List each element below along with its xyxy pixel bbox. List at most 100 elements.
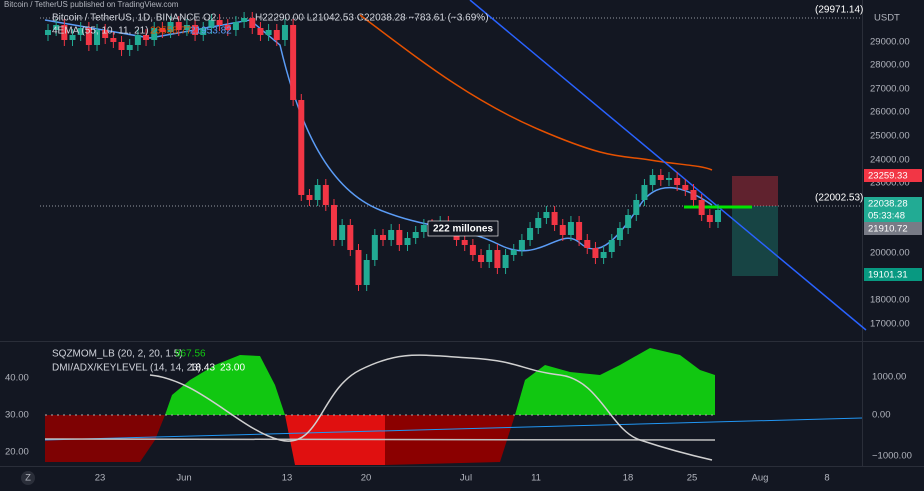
candle-body [551,212,558,225]
price-tag [864,209,922,222]
candle-body [175,22,182,30]
candle-body [404,238,411,245]
keylevel-line [44,417,863,441]
candle-body [159,28,166,32]
momentum-green [515,348,715,415]
label: 05:33:48 [868,211,905,222]
candle-body [167,22,174,32]
candle-body [290,25,297,100]
candle-body [510,250,517,255]
label: 23000.00 [870,178,910,189]
label: 18000.00 [870,295,910,306]
candle-body [706,215,713,222]
candle-body [592,248,599,258]
candle-body [134,35,141,45]
candle-body [110,38,117,42]
candle-body [420,225,427,232]
label: Jun [176,473,191,484]
candle-body [216,20,223,25]
candle-body [45,30,51,35]
candle-body [339,225,346,240]
candle-body [665,178,672,180]
label: 20.00 [5,447,29,458]
candle-body [535,218,542,228]
label: 27000.00 [870,84,910,95]
candle-body [518,240,525,250]
trend-line [469,0,867,331]
label: 23259.33 [868,171,908,182]
label: Bitcoin / TetherUS published on TradingV… [4,0,179,9]
label: 25000.00 [870,131,910,142]
dmi-line [44,438,716,441]
candle-body [306,195,313,200]
candle-body [559,225,566,235]
label: 28000.00 [870,60,910,71]
candle-body [576,222,583,240]
corner-button [21,471,35,485]
candle-body [657,175,664,180]
label: 30.00 [5,410,29,421]
reward-zone [732,206,778,276]
label: 24000.00 [870,155,910,166]
candle-body [118,42,125,50]
candle-body [69,35,76,40]
candle-body [674,178,681,185]
candle-body [715,210,721,222]
label: Bitcoin / TetherUS, 1D, BINANCE O2 [52,13,217,24]
label: DMI/ADX/KEYLEVEL (14, 14, 23) [52,363,201,374]
candle-body [330,205,337,240]
label: 21953.82 [190,26,232,37]
candle-body [77,28,84,35]
label: 20 [361,473,372,484]
candle-body [486,250,493,262]
candle-body [494,250,501,268]
candle-body [94,30,101,45]
label: 26000.00 [870,107,910,118]
label: Z [25,473,31,484]
label: 19101.31 [868,270,908,281]
candle-body [192,25,199,35]
candle-body [682,185,689,190]
candle-body [314,185,321,200]
ema-blue [44,19,713,252]
label: −1000.00 [872,451,912,462]
price-tag [864,268,922,281]
adx-line [149,354,713,461]
candle-body [412,232,419,238]
label: 1000.00 [872,372,906,383]
label: 23.00 [220,363,245,374]
annotation-box [427,220,499,237]
candle-body [143,35,150,40]
candle-body [698,200,705,215]
candle-body [355,250,362,285]
label: 22038.28 [868,199,908,210]
candle-body [126,45,133,50]
candle-body [200,28,207,35]
label: (29971.14) [815,5,863,16]
label: 25 [687,473,698,484]
candle-body [502,255,509,268]
label: H22290.00 L21042.53 C22038.28 −783.61 (−… [255,13,489,24]
candle-body [363,260,370,285]
candle-body [371,235,378,260]
candle-body [265,30,272,35]
candle-body [380,235,386,240]
candle-body [183,25,190,30]
label: 23558.77 [150,26,192,37]
candle-body [151,28,158,40]
candle-body [224,25,231,30]
price-tag [864,169,922,182]
candle-body [298,100,305,195]
label: 4EMA (55, 10, 11, 21) [52,26,149,37]
candle-body [625,215,632,228]
candle-body [616,228,623,240]
candle-body [273,30,280,40]
ema-orange [359,14,713,171]
candle-body [469,245,476,255]
candle-body [85,28,92,45]
label: Aug [752,473,769,484]
candle-body [396,230,403,245]
momentum-green [165,355,285,415]
risk-zone [732,176,778,206]
